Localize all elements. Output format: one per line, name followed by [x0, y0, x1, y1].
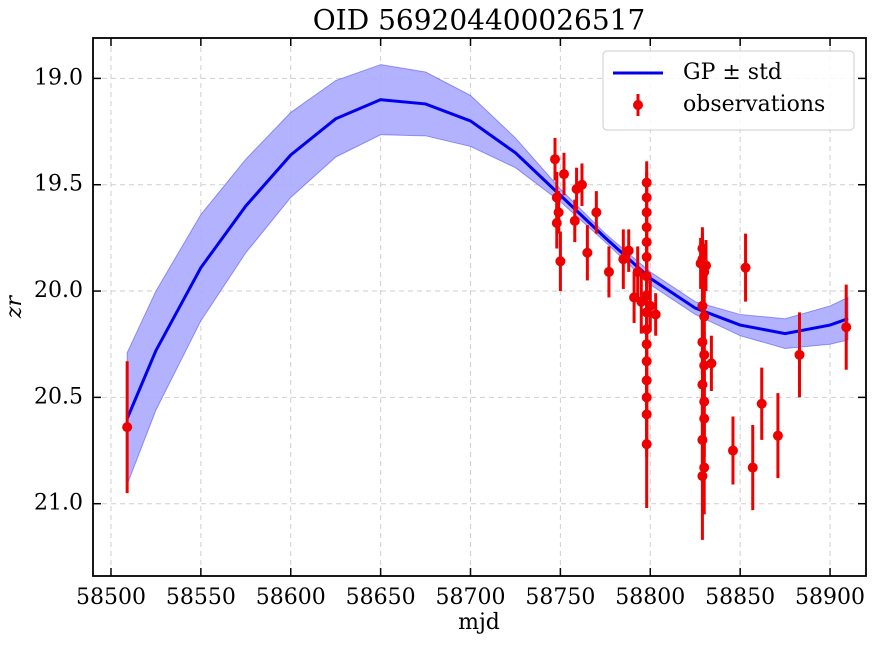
chart-title: OID 569204400026517 [313, 4, 646, 37]
observation [122, 422, 133, 433]
x-tick-label: 58850 [705, 585, 775, 610]
observation [772, 430, 783, 441]
observation [603, 266, 614, 277]
legend-marker [633, 100, 643, 110]
observation [697, 471, 708, 482]
x-tick-label: 58700 [436, 585, 506, 610]
y-tick-label: 21.0 [34, 491, 83, 516]
y-axis-label: zr [2, 294, 27, 319]
observation [558, 169, 569, 180]
gp-band [126, 64, 849, 485]
observation [699, 462, 710, 473]
x-tick-label: 58800 [615, 585, 685, 610]
x-tick-label: 58500 [76, 585, 146, 610]
y-tick-label: 19.5 [34, 172, 83, 197]
legend-label: GP ± std [683, 60, 782, 85]
observation [582, 247, 593, 258]
x-axis-label: mjd [458, 610, 500, 635]
observation [551, 218, 562, 229]
x-tick-label: 58900 [795, 585, 865, 610]
observation [553, 207, 564, 218]
observation [641, 439, 652, 450]
plot-frame [92, 37, 867, 577]
y-tick-label: 19.0 [34, 65, 83, 90]
y-tick-label: 20.5 [34, 384, 83, 409]
observation [699, 311, 710, 322]
observation [740, 262, 751, 273]
observation [645, 300, 656, 311]
observation [555, 256, 566, 267]
observation [727, 445, 738, 456]
x-tick-label: 58650 [346, 585, 416, 610]
observation [569, 215, 580, 226]
x-tick-label: 58600 [256, 585, 326, 610]
gp-line [125, 98, 849, 420]
x-tick-label: 58750 [525, 585, 595, 610]
observation [623, 245, 634, 256]
y-tick-label: 20.0 [34, 278, 83, 303]
observation [650, 309, 661, 320]
observation [701, 260, 712, 271]
observation [591, 207, 602, 218]
observation [697, 337, 708, 348]
observation [756, 398, 767, 409]
observation [697, 300, 708, 311]
observation [841, 322, 852, 333]
observation [747, 462, 758, 473]
x-tick-label: 58550 [166, 585, 236, 610]
legend-box [602, 50, 855, 131]
observation [706, 358, 717, 369]
legend-label: observations [683, 92, 825, 117]
observation [697, 379, 708, 390]
observation [794, 349, 805, 360]
observation [576, 179, 587, 190]
observation [618, 254, 629, 265]
observation [550, 154, 561, 165]
